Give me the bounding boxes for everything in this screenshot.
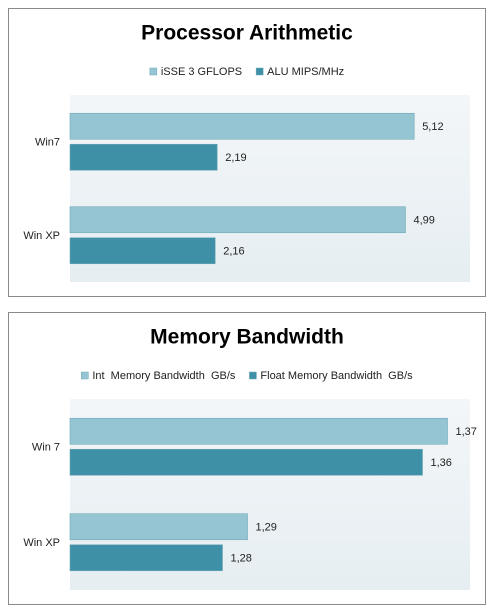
category-label: Win XP: [23, 537, 60, 549]
bar: [69, 544, 223, 572]
bar: [69, 112, 415, 140]
legend-swatch: [255, 67, 264, 76]
data-label: 2,16: [223, 246, 244, 258]
bar: [69, 417, 448, 445]
legend-swatch: [81, 371, 89, 380]
data-label: 1,29: [256, 522, 277, 534]
legend-label: iSSE 3 GFLOPS: [161, 66, 242, 78]
data-label: 4,99: [413, 215, 434, 227]
chart-title: Processor Arithmetic: [141, 22, 353, 45]
category-label: Win XP: [23, 230, 60, 242]
data-label: 1,28: [231, 553, 252, 565]
bar: [69, 237, 216, 265]
bar: [69, 448, 423, 476]
data-label: 1,37: [456, 426, 477, 438]
legend-label: Float Memory Bandwidth GB/s: [260, 370, 413, 382]
chart-title: Memory Bandwidth: [150, 326, 344, 349]
bar: [69, 513, 248, 541]
data-label: 5,12: [422, 121, 443, 133]
bar: [69, 206, 406, 234]
legend-label: Int Memory Bandwidth GB/s: [92, 370, 236, 382]
data-label: 1,36: [431, 457, 452, 469]
data-label: 2,19: [225, 152, 246, 164]
category-label: Win 7: [32, 442, 60, 454]
category-label: Win7: [35, 137, 60, 149]
bar: [69, 143, 218, 171]
legend-swatch: [149, 67, 158, 76]
legend-swatch: [249, 371, 257, 380]
legend-label: ALU MIPS/MHz: [267, 66, 344, 78]
